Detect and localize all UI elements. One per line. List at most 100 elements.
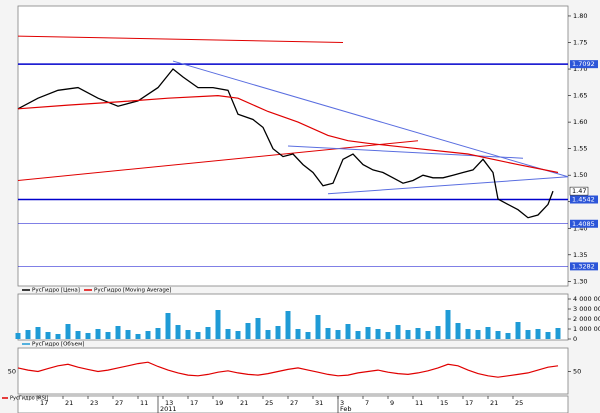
x-tick-label: 31 xyxy=(315,399,323,407)
volume-bar xyxy=(325,328,331,339)
volume-bar xyxy=(75,331,81,339)
volume-bar xyxy=(305,332,311,339)
x-tick-label: 25 xyxy=(265,399,273,407)
last-price-label: 1.47 xyxy=(572,187,586,195)
y-tick-label: 1.35 xyxy=(573,251,587,259)
volume-bar xyxy=(135,334,141,339)
y-tick-label: 1.80 xyxy=(573,12,587,20)
volume-bar xyxy=(285,311,291,339)
y-tick-label: 50 xyxy=(573,368,581,376)
y-tick-label: 1.40 xyxy=(573,224,587,232)
volume-bar xyxy=(545,332,551,339)
y-tick-label: 3 000 000 xyxy=(573,305,600,313)
x-tick-label: 7 xyxy=(365,399,369,407)
volume-bar xyxy=(125,330,131,339)
x-tick-label: 21 xyxy=(65,399,73,407)
x-tick-label: 11 xyxy=(415,399,423,407)
volume-bar xyxy=(385,332,391,339)
volume-bar xyxy=(465,329,471,339)
x-major-label: 2011 xyxy=(160,405,177,413)
volume-bar xyxy=(455,323,461,339)
rsi-panel xyxy=(17,347,569,395)
legend-label: РусГидро [Moving Average] xyxy=(94,288,171,294)
legend-label: РусГидро [RSI] xyxy=(10,396,48,402)
volume-bar xyxy=(525,330,531,339)
x-major-label: Feb xyxy=(340,405,352,413)
volume-bar xyxy=(195,332,201,339)
volume-bar xyxy=(505,333,511,339)
volume-bar xyxy=(85,333,91,339)
volume-bar xyxy=(45,332,51,339)
volume-bar xyxy=(215,310,221,339)
y-tick-label: 1 000 000 xyxy=(573,325,600,333)
volume-bar xyxy=(345,324,351,339)
volume-bar xyxy=(175,325,181,339)
x-tick-label: 23 xyxy=(90,399,98,407)
volume-bar xyxy=(415,328,421,339)
level-label-box xyxy=(570,262,598,271)
volume-bar xyxy=(315,315,321,339)
trend-line xyxy=(287,145,524,159)
y-tick-label: 2 000 000 xyxy=(573,315,600,323)
volume-bar xyxy=(295,329,301,339)
series-line xyxy=(17,361,559,378)
y-tick-label: 1.65 xyxy=(573,92,587,100)
x-tick-label: 17 xyxy=(40,399,48,407)
x-tick-label: 21 xyxy=(240,399,248,407)
trend-line xyxy=(327,176,569,195)
volume-bar xyxy=(145,331,151,339)
volume-bar xyxy=(235,331,241,339)
volume-bar xyxy=(435,326,441,339)
x-tick-label: 11 xyxy=(140,399,148,407)
volume-bar xyxy=(355,331,361,339)
series-line xyxy=(17,68,554,219)
volume-bar xyxy=(115,326,121,339)
y-tick-label: 0 xyxy=(573,335,577,343)
volume-bar xyxy=(445,310,451,339)
date-axis xyxy=(17,395,569,413)
volume-bar xyxy=(275,326,281,339)
volume-bar xyxy=(225,329,231,339)
trend-line xyxy=(17,140,419,181)
volume-bar xyxy=(335,330,341,339)
x-tick-label: 27 xyxy=(115,399,123,407)
volume-bar xyxy=(255,318,261,339)
legend-label: РусГидро [Объем] xyxy=(32,342,84,348)
x-tick-label: 27 xyxy=(290,399,298,407)
level-label: 1.7092 xyxy=(572,60,595,68)
volume-bar xyxy=(265,330,271,339)
y-tick-label: 1.50 xyxy=(573,171,587,179)
volume-bar xyxy=(555,328,561,339)
level-label-box xyxy=(570,219,598,228)
volume-bar xyxy=(65,324,71,339)
x-tick-label: 13 xyxy=(165,399,173,407)
level-label-box xyxy=(570,60,598,69)
volume-bar xyxy=(395,325,401,339)
volume-bar xyxy=(245,323,251,339)
y-tick-label: 1.75 xyxy=(573,39,587,47)
volume-bar xyxy=(495,331,501,339)
volume-bar xyxy=(165,313,171,339)
y-tick-label: 1.55 xyxy=(573,145,587,153)
x-tick-label: 15 xyxy=(440,399,448,407)
volume-bar xyxy=(15,333,21,339)
y-tick-label: 4 000 000 xyxy=(573,295,600,303)
volume-bar xyxy=(485,327,491,339)
volume-bar xyxy=(55,334,61,339)
volume-bar xyxy=(25,330,31,339)
legend-label: РусГидро [Цена] xyxy=(32,288,80,294)
level-label: 1.4085 xyxy=(572,220,595,228)
volume-bar xyxy=(515,322,521,339)
y-tick-label-left: 50 xyxy=(8,368,16,376)
level-label: 1.4542 xyxy=(572,196,595,204)
volume-bar xyxy=(105,332,111,339)
level-label-box xyxy=(570,195,598,204)
x-tick-label: 3 xyxy=(340,399,344,407)
volume-bar xyxy=(425,331,431,339)
volume-bar xyxy=(205,327,211,339)
x-tick-label: 9 xyxy=(390,399,394,407)
volume-bar xyxy=(155,328,161,339)
volume-bar xyxy=(535,329,541,339)
y-tick-label: 1.60 xyxy=(573,118,587,126)
